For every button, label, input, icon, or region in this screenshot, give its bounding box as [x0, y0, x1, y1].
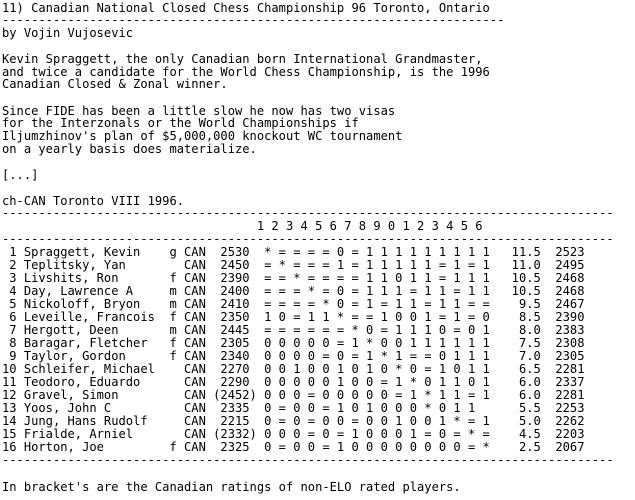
paragraph-line: Canadian Closed & Zonal winner. [2, 77, 228, 91]
paragraph-line: Kevin Spraggett, the only Canadian born … [2, 52, 483, 66]
paragraph-line: for the Interzonals or the World Champio… [2, 116, 359, 130]
table-row: 8 Baragar, Fletcher f CAN 2305 0 0 0 0 0… [2, 336, 585, 350]
table-row: 16 Horton, Joe f CAN 2325 0 = 0 0 = 1 0 … [2, 440, 585, 454]
paragraph-line: Since FIDE has been a little slow he now… [2, 104, 396, 118]
table-row: 6 Leveille, Francois f CAN 2350 1 0 = 1 … [2, 310, 585, 324]
document-title: 11) Canadian National Closed Chess Champ… [2, 1, 490, 15]
paragraph-line: on a yearly basis does materialize. [2, 142, 257, 156]
table-row: 12 Gravel, Simon CAN (2452) 0 0 0 = 0 0 … [2, 388, 585, 402]
ellipsis: [...] [2, 168, 39, 182]
crosstable-header: 1 2 3 4 5 6 7 8 9 0 1 2 3 4 5 6 [2, 219, 483, 233]
table-row: 4 Day, Lawrence A m CAN 2400 = = = * = 0… [2, 284, 585, 298]
table-row: 1 Spraggett, Kevin g CAN 2530 * = = = = … [2, 245, 585, 259]
table-row: 5 Nickoloff, Bryon m CAN 2410 = = = = * … [2, 297, 585, 311]
table-row: 9 Taylor, Gordon f CAN 2340 0 0 0 0 = 0 … [2, 349, 585, 363]
paragraph-line: and twice a candidate for the World Ches… [2, 65, 490, 79]
table-row: 13 Yoos, John C CAN 2335 0 = 0 0 = 1 0 1… [2, 401, 585, 415]
table-rule-bottom: ----------------------------------------… [2, 453, 614, 467]
author-line: by Vojin Vujosevic [2, 26, 134, 40]
table-rule-header: ----------------------------------------… [2, 232, 614, 246]
title-underline: ----------------------------------------… [2, 13, 505, 27]
paragraph-line: Iljumzhinov's plan of $5,000,000 knockou… [2, 129, 403, 143]
table-row: 2 Teplitsky, Yan CAN 2450 = * = = = 1 = … [2, 258, 585, 272]
table-rule-top: ----------------------------------------… [2, 206, 614, 220]
table-row: 3 Livshits, Ron f CAN 2390 = = * = = = =… [2, 271, 585, 285]
footnote: In bracket's are the Canadian ratings of… [2, 480, 461, 494]
table-row: 11 Teodoro, Eduardo CAN 2290 0 0 0 0 0 1… [2, 375, 585, 389]
event-title: ch-CAN Toronto VIII 1996. [2, 194, 185, 208]
table-row: 10 Schleifer, Michael CAN 2270 0 0 1 0 0… [2, 362, 585, 376]
table-row: 14 Jung, Hans Rudolf CAN 2215 0 = 0 = 0 … [2, 414, 585, 428]
table-row: 15 Frialde, Arniel CAN (2332) 0 0 0 = 0 … [2, 427, 585, 441]
table-row: 7 Hergott, Deen m CAN 2445 = = = = = = *… [2, 323, 585, 337]
